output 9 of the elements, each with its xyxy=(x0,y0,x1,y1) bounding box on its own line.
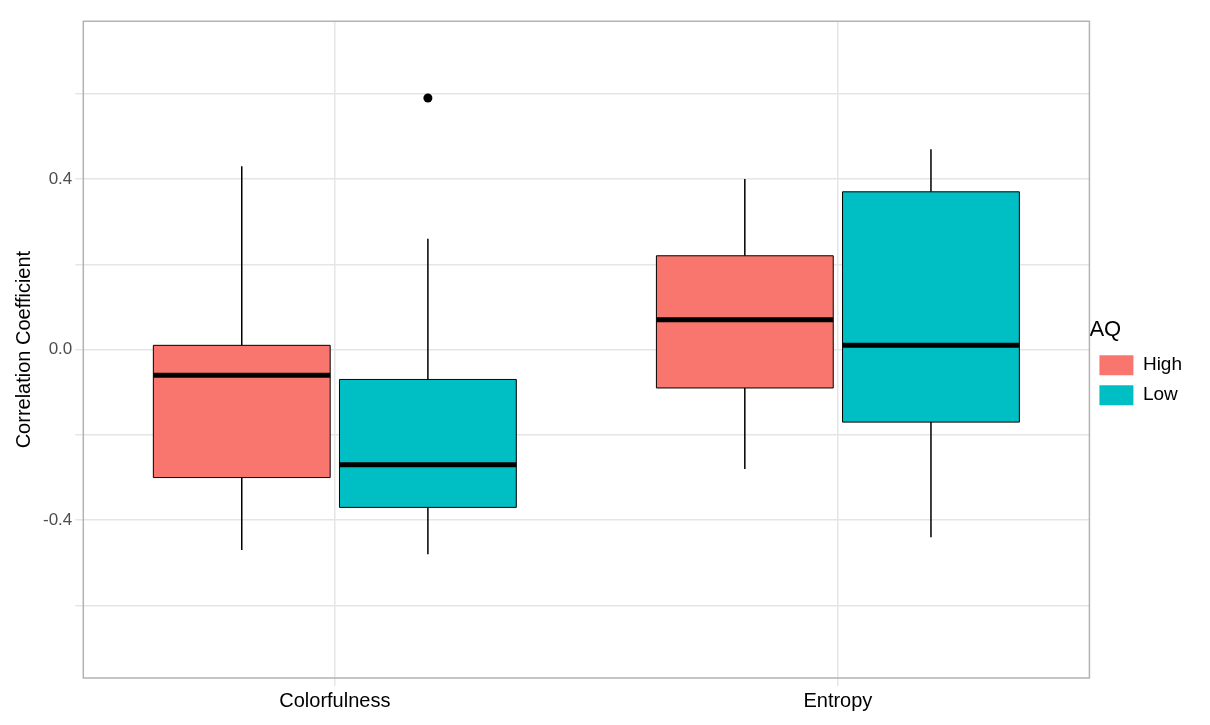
y-tick-label: -0.4 xyxy=(43,509,73,529)
legend-label: Low xyxy=(1142,383,1179,405)
y-axis-title: Correlation Coefficient xyxy=(11,250,34,449)
x-tick-label: Colorfulness xyxy=(279,688,391,711)
x-tick-label: Entropy xyxy=(803,688,873,711)
y-tick-label: 0.0 xyxy=(48,339,73,359)
y-tick-label: 0.4 xyxy=(48,168,73,188)
legend-title: AQ xyxy=(1089,315,1122,341)
legend-label: High xyxy=(1142,353,1182,375)
